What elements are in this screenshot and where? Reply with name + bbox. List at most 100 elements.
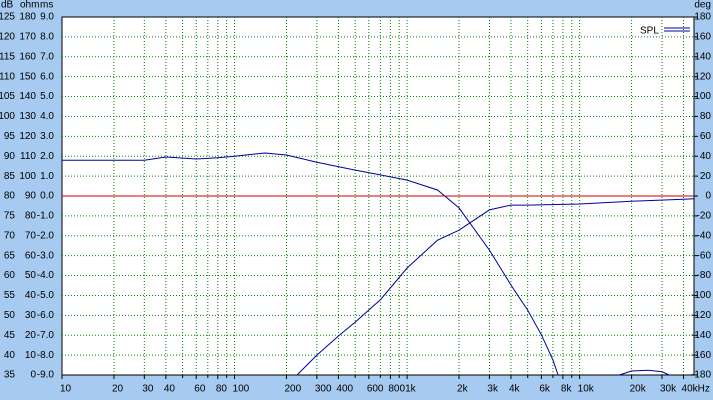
ohm-tick-label: 20 bbox=[25, 330, 37, 341]
y2-tick-label: 120 bbox=[694, 71, 711, 82]
y-tick-label: 35 bbox=[4, 370, 16, 381]
y-tick-label: 70 bbox=[4, 230, 16, 241]
y-tick-label: 125 bbox=[0, 12, 15, 23]
y-tick-label: 85 bbox=[4, 171, 16, 182]
x-tick-label: 40 bbox=[164, 384, 176, 395]
y-label-ohm: ohm bbox=[20, 0, 39, 11]
y2-tick-label: -180 bbox=[691, 370, 711, 381]
y-tick-label: 105 bbox=[0, 91, 15, 102]
ms-tick-label: 2.0 bbox=[40, 151, 54, 162]
x-tick-label: 800 bbox=[388, 384, 405, 395]
y-tick-label: 100 bbox=[0, 111, 15, 122]
x-tick-label: 4k bbox=[509, 384, 521, 395]
y2-tick-label: -20 bbox=[697, 211, 712, 222]
x-tick-label: 400 bbox=[336, 384, 353, 395]
ms-tick-label: -5.0 bbox=[37, 290, 55, 301]
y-tick-label: 75 bbox=[4, 211, 16, 222]
x-tick-label: 30k bbox=[660, 384, 677, 395]
ms-tick-label: -1.0 bbox=[37, 211, 55, 222]
y2-tick-label: -60 bbox=[697, 250, 712, 261]
y2-tick-label: 0 bbox=[705, 191, 711, 202]
x-tick-label: 20 bbox=[112, 384, 124, 395]
x-tick-label: 6k bbox=[539, 384, 551, 395]
ohm-tick-label: 120 bbox=[19, 131, 36, 142]
ohm-tick-label: 0 bbox=[30, 370, 36, 381]
y2-tick-label: -120 bbox=[691, 310, 711, 321]
y2-tick-label: 40 bbox=[700, 151, 712, 162]
y-label-db: dB bbox=[1, 0, 14, 11]
y2-label: deg bbox=[694, 0, 711, 11]
ms-tick-label: -4.0 bbox=[37, 270, 55, 281]
y2-tick-label: 20 bbox=[700, 171, 712, 182]
x-tick-label: 30 bbox=[142, 384, 154, 395]
y2-tick-label: 180 bbox=[694, 12, 711, 23]
y-tick-label: 115 bbox=[0, 51, 15, 62]
ms-tick-label: -8.0 bbox=[37, 350, 55, 361]
x-tick-label: 10k bbox=[578, 384, 595, 395]
y2-tick-label: -160 bbox=[691, 350, 711, 361]
ms-tick-label: 5.0 bbox=[40, 91, 54, 102]
x-tick-label: 600 bbox=[367, 384, 384, 395]
ohm-tick-label: 130 bbox=[19, 111, 36, 122]
ohm-tick-label: 90 bbox=[25, 191, 37, 202]
ohm-tick-label: 50 bbox=[25, 270, 37, 281]
ms-tick-label: 6.0 bbox=[40, 71, 54, 82]
y-tick-label: 120 bbox=[0, 32, 15, 43]
x-tick-label: 40kHz bbox=[682, 384, 710, 395]
ohm-tick-label: 60 bbox=[25, 250, 37, 261]
ms-tick-label: -6.0 bbox=[37, 310, 55, 321]
y2-tick-label: -100 bbox=[691, 290, 711, 301]
x-tick-label: 8k bbox=[561, 384, 573, 395]
ms-tick-label: 0.0 bbox=[40, 191, 54, 202]
y2-tick-label: -80 bbox=[697, 270, 712, 281]
ms-tick-label: -3.0 bbox=[37, 250, 55, 261]
ms-tick-label: 1.0 bbox=[40, 171, 54, 182]
y-tick-label: 110 bbox=[0, 71, 15, 82]
y-tick-label: 90 bbox=[4, 151, 16, 162]
ohm-tick-label: 70 bbox=[25, 230, 37, 241]
y-label-ms: ms bbox=[40, 0, 53, 11]
series-line bbox=[619, 369, 670, 376]
x-tick-label: 1k bbox=[405, 384, 417, 395]
y2-tick-label: 160 bbox=[694, 32, 711, 43]
ohm-tick-label: 170 bbox=[19, 32, 36, 43]
y-tick-label: 80 bbox=[4, 191, 16, 202]
x-tick-label: 60 bbox=[194, 384, 206, 395]
y2-tick-label: 80 bbox=[700, 111, 712, 122]
y-tick-label: 65 bbox=[4, 250, 16, 261]
ohm-tick-label: 80 bbox=[25, 211, 37, 222]
ms-tick-label: 3.0 bbox=[40, 131, 54, 142]
x-tick-label: 20k bbox=[630, 384, 647, 395]
y-tick-label: 40 bbox=[4, 350, 16, 361]
ohm-tick-label: 110 bbox=[20, 151, 36, 162]
ms-tick-label: -7.0 bbox=[37, 330, 55, 341]
y-tick-label: 55 bbox=[4, 290, 16, 301]
x-tick-label: 100 bbox=[233, 384, 250, 395]
y2-tick-label: 100 bbox=[694, 91, 711, 102]
ms-tick-label: 4.0 bbox=[40, 111, 54, 122]
ms-tick-label: -9.0 bbox=[37, 370, 55, 381]
ms-tick-label: -2.0 bbox=[37, 230, 55, 241]
ohm-tick-label: 30 bbox=[25, 310, 37, 321]
ms-tick-label: 7.0 bbox=[40, 51, 54, 62]
series-line bbox=[296, 198, 695, 376]
y-tick-label: 95 bbox=[4, 131, 16, 142]
ohm-tick-label: 40 bbox=[25, 290, 37, 301]
y-tick-label: 45 bbox=[4, 330, 16, 341]
x-tick-label: 10 bbox=[60, 384, 72, 395]
ohm-tick-label: 10 bbox=[25, 350, 37, 361]
ohm-tick-label: 160 bbox=[19, 51, 36, 62]
ms-tick-label: 9.0 bbox=[40, 12, 54, 23]
y-tick-label: 50 bbox=[4, 310, 16, 321]
y2-tick-label: 140 bbox=[694, 51, 711, 62]
ohm-tick-label: 150 bbox=[19, 71, 36, 82]
x-tick-label: 3k bbox=[487, 384, 499, 395]
y2-tick-label: -40 bbox=[697, 230, 712, 241]
legend-label: SPL bbox=[640, 26, 659, 37]
x-tick-label: 80 bbox=[216, 384, 228, 395]
ohm-tick-label: 100 bbox=[19, 171, 36, 182]
y2-tick-label: -140 bbox=[691, 330, 711, 341]
y-tick-label: 60 bbox=[4, 270, 16, 281]
ohm-tick-label: 180 bbox=[19, 12, 36, 23]
